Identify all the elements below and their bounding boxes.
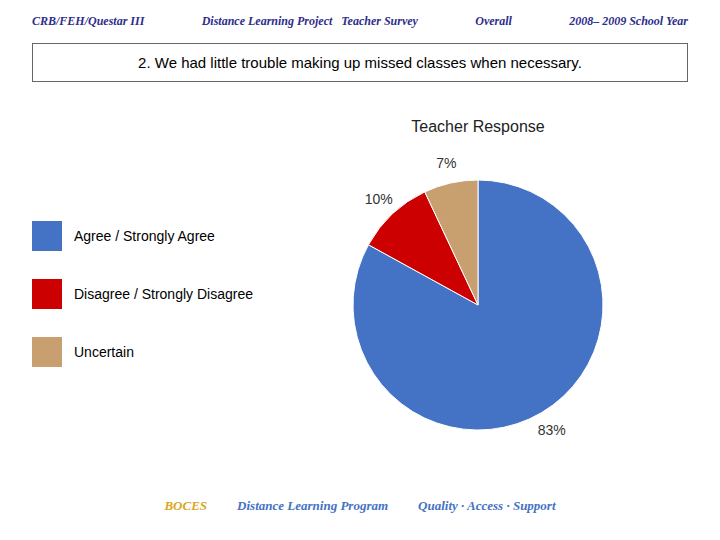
html-text:Agree / Strongly Agree: Agree / Strongly Agree <box>74 228 215 244</box>
html-text:Uncertain: Uncertain <box>74 344 134 360</box>
html-text:CRB/FEH/Questar III: CRB/FEH/Questar III <box>32 14 145 28</box>
html-text:Overall: Overall <box>475 14 512 28</box>
html-text:2008– 2009 School Year: 2008– 2009 School Year <box>569 14 688 28</box>
html-text:Disagree / Strongly Disagree: Disagree / Strongly Disagree <box>74 286 253 302</box>
svg-text:83%: 83% <box>538 422 566 438</box>
html-text:2. We had little trouble makin: 2. We had little trouble making up misse… <box>138 54 582 71</box>
html-text:Distance Learning Program: Distance Learning Program <box>237 498 389 513</box>
html-text:Quality · Access · Support: Quality · Access · Support <box>418 498 556 513</box>
html-text:Teacher Response: Teacher Response <box>411 118 545 135</box>
svg-text:10%: 10% <box>365 191 393 207</box>
html-text:BOCES: BOCES <box>164 498 208 513</box>
html-text:Distance Learning Project Teac: Distance Learning Project Teacher Survey <box>201 14 418 28</box>
svg-text:7%: 7% <box>436 155 456 171</box>
